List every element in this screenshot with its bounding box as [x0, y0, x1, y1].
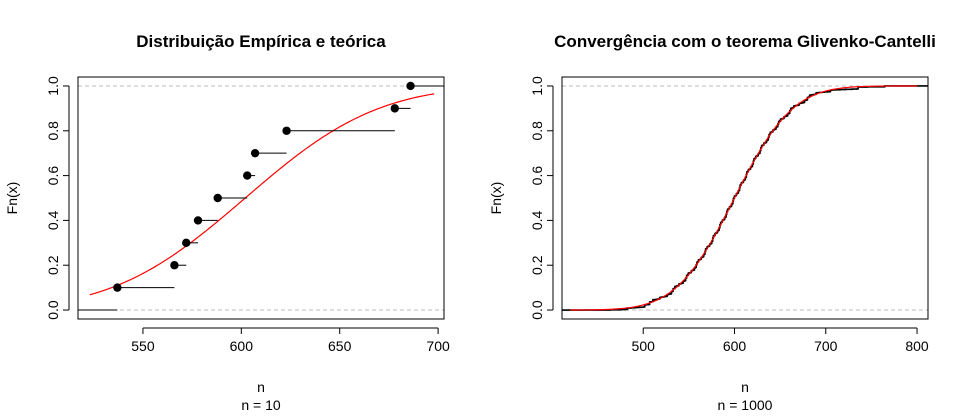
y-tick-label: 0.2 — [45, 255, 61, 275]
y-tick-label: 0.4 — [529, 210, 545, 230]
panel-glivenko-cantelli: Convergência com o teorema Glivenko-Cant… — [488, 32, 936, 413]
x-tick-label: 800 — [905, 338, 929, 354]
y-tick-label: 0.4 — [45, 210, 61, 230]
panel-empirical-theoretical: Distribuição Empírica e teórica n n = 10… — [4, 32, 450, 413]
y-tick-label: 0.6 — [45, 166, 61, 186]
x-tick-label: 550 — [131, 338, 155, 354]
panel1-sample-size: n = 10 — [241, 397, 281, 413]
y-tick-label: 0.6 — [529, 166, 545, 186]
ecdf-step-line — [562, 85, 928, 311]
x-tick-label: 700 — [814, 338, 838, 354]
panel1-reference-lines — [78, 85, 444, 311]
ecdf-point — [182, 238, 191, 248]
y-tick-label: 0.0 — [45, 300, 61, 320]
ecdf-point — [193, 216, 203, 225]
panel2-ylabel: Fn(x) — [488, 182, 504, 215]
plot-frame — [561, 76, 929, 320]
panel2-reference-lines — [562, 85, 928, 311]
ecdf-point — [243, 171, 252, 180]
ecdf-point — [406, 81, 415, 91]
panel2-title: Convergência com o teorema Glivenko-Cant… — [554, 32, 936, 51]
theoretical-cdf-line — [570, 85, 918, 311]
y-tick-label: 0.2 — [529, 255, 545, 275]
panel2-theoretical-cdf — [570, 85, 918, 311]
panel1-xlabel: n — [257, 379, 265, 395]
x-tick-label: 600 — [723, 338, 747, 354]
x-tick-label: 600 — [230, 338, 254, 354]
ecdf-point — [113, 283, 122, 292]
theoretical-cdf-line — [89, 93, 435, 296]
panel2-axes: 500 600 700 800 0.0 0.2 0.4 0.6 0.8 1.0 — [529, 76, 929, 354]
x-tick-label: 500 — [632, 338, 656, 354]
y-tick-label: 1.0 — [529, 76, 545, 96]
ecdf-point — [250, 148, 260, 158]
ecdf-point — [390, 104, 400, 113]
ecdf-point — [282, 126, 291, 135]
panel2-xlabel: n — [741, 379, 749, 395]
panel2-sample-size: n = 1000 — [718, 397, 773, 413]
y-tick-label: 0.0 — [529, 300, 545, 320]
panel1-title: Distribuição Empírica e teórica — [136, 32, 386, 51]
ecdf-point — [170, 261, 179, 270]
plot-frame — [77, 76, 445, 320]
panel1-theoretical-cdf — [89, 93, 435, 296]
x-tick-label: 700 — [426, 338, 450, 354]
y-tick-label: 0.8 — [529, 121, 545, 141]
x-tick-label: 650 — [328, 338, 352, 354]
y-tick-label: 0.8 — [45, 121, 61, 141]
panel1-ylabel: Fn(x) — [4, 182, 20, 215]
y-tick-label: 1.0 — [45, 76, 61, 96]
ecdf-point — [213, 193, 222, 203]
panel2-empirical-ecdf — [562, 85, 928, 311]
panel1-axes: 550 600 650 700 0.0 0.2 0.4 0.6 0.8 1.0 — [45, 76, 450, 354]
panel1-empirical-ecdf — [78, 81, 444, 311]
